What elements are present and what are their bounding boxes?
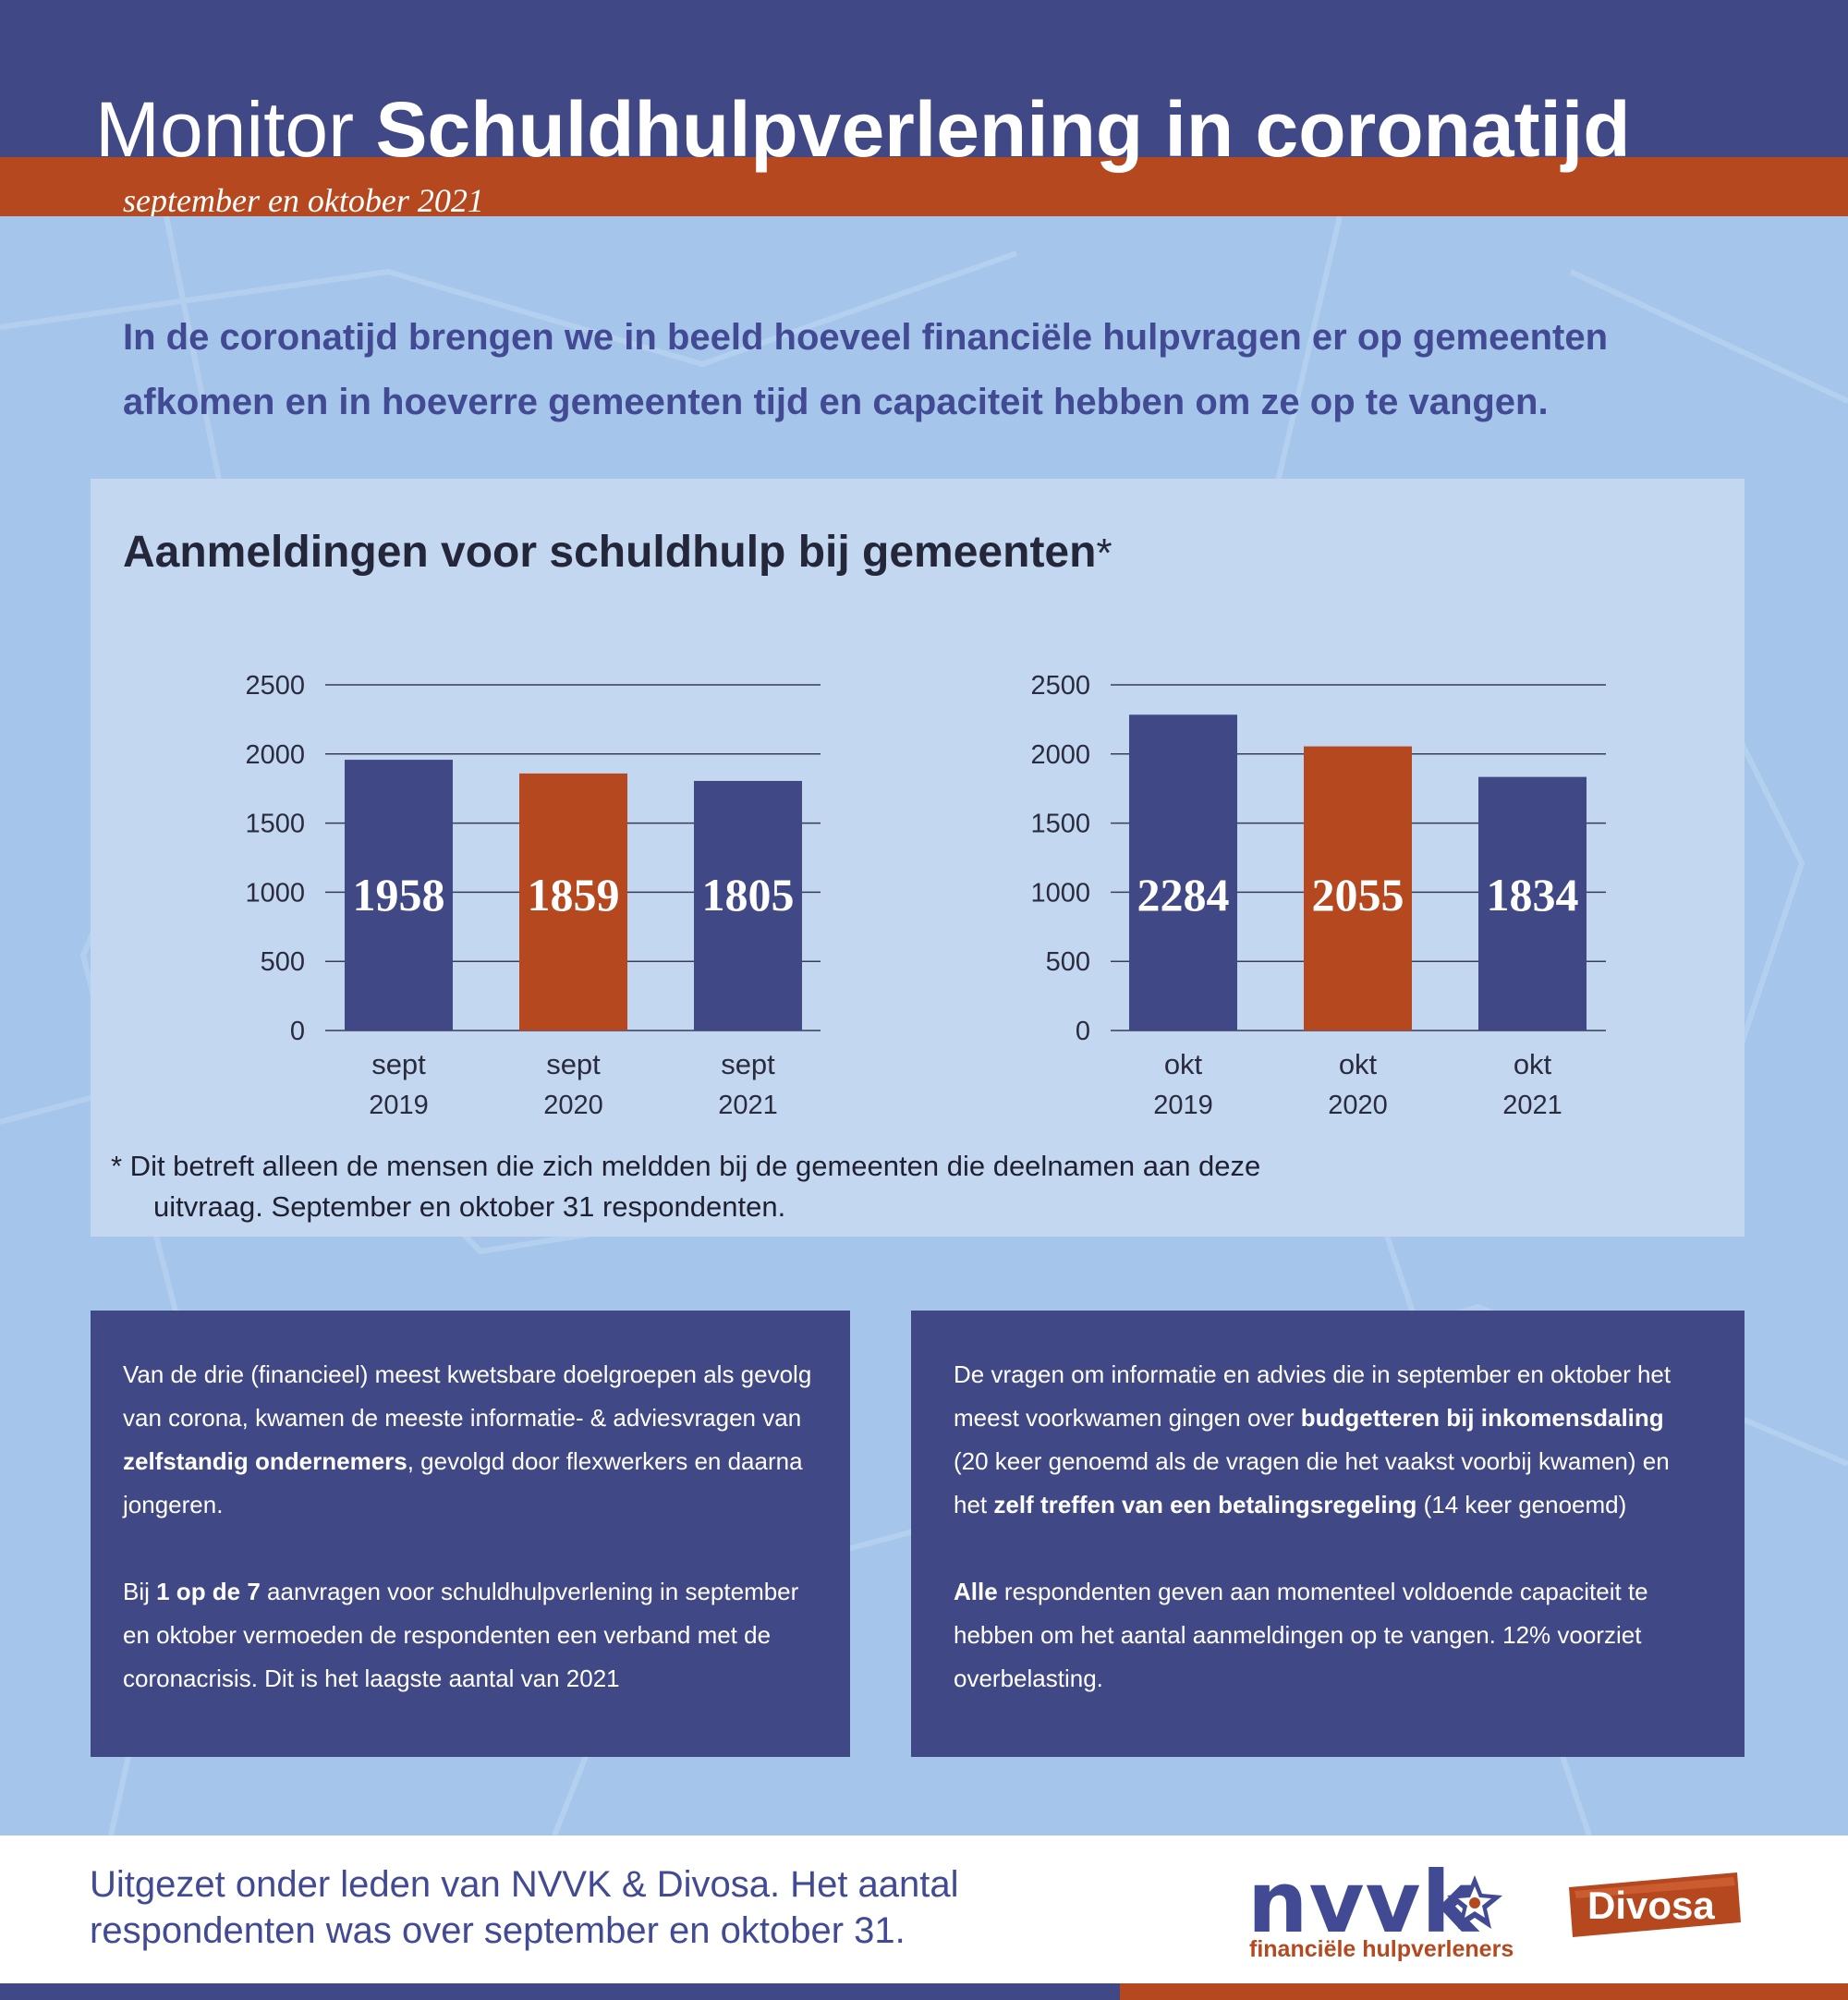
info-left-p1-text: Van de drie (financieel) meest kwetsbare… [123, 1360, 812, 1432]
x-tick-label: okt [1339, 1048, 1378, 1080]
nvvk-logo-tagline: financiële hulpverleners [1249, 1936, 1514, 1962]
title-bold: Schuldhulpverlening in coronatijd [375, 86, 1631, 173]
header-band [0, 0, 1848, 157]
nvvk-logo: nvvk financiële hulpverleners [1247, 1853, 1514, 1964]
x-tick-label-year: 2019 [1153, 1091, 1213, 1120]
x-tick-label: okt [1514, 1048, 1552, 1080]
header-accent-band [0, 157, 1848, 216]
info-left-p2-highlight: 1 op de 7 [156, 1578, 261, 1605]
bar [345, 760, 453, 1030]
x-tick-label-year: 2021 [1502, 1091, 1562, 1120]
footnote-line-1: * Dit betreft alleen de mensen die zich … [111, 1150, 1261, 1182]
x-tick-label: sept [546, 1048, 601, 1080]
info-right-paragraph-2: Alle respondenten geven aan momenteel vo… [954, 1570, 1702, 1701]
info-right-paragraph-1: De vragen om informatie en advies die in… [954, 1353, 1702, 1527]
bar [519, 773, 627, 1030]
footer-text: Uitgezet onder leden van NVVK & Divosa. … [90, 1864, 959, 1951]
info-box-left: Van de drie (financieel) meest kwetsbare… [91, 1311, 850, 1757]
x-tick-label-year: 2020 [543, 1091, 603, 1120]
y-tick-label: 2000 [245, 740, 305, 770]
info-left-paragraph-1: Van de drie (financieel) meest kwetsbare… [123, 1353, 818, 1527]
y-tick-label: 500 [261, 947, 305, 977]
bar-value-label: 1805 [702, 869, 795, 921]
bar-value-label: 1834 [1487, 869, 1579, 921]
x-tick-label: okt [1164, 1048, 1203, 1080]
page-subtitle: september en oktober 2021 [123, 182, 484, 219]
info-right-p2-rest: respondenten geven aan momenteel voldoen… [954, 1578, 1648, 1692]
info-right-p1-rest: (14 keer genoemd) [1416, 1491, 1627, 1518]
info-left-p1-rest: , gevolgd door flexwerkers en daarna jon… [123, 1447, 803, 1518]
info-left-p2-rest: aanvragen voor schuldhulpverlening in se… [123, 1578, 799, 1692]
nvvk-logo-word: nvvk [1247, 1853, 1479, 1952]
y-tick-label: 2500 [1030, 671, 1090, 701]
info-right-p2-highlight: Alle [954, 1578, 998, 1605]
bar [694, 780, 802, 1030]
y-tick-label: 0 [290, 1017, 305, 1046]
x-tick-label-year: 2021 [718, 1091, 778, 1120]
info-left-p1-highlight: zelfstandig ondernemers [123, 1447, 407, 1475]
title-light: Monitor [95, 86, 355, 173]
y-tick-label: 1000 [245, 878, 305, 908]
footnote-line-2: uitvraag. September en oktober 31 respon… [153, 1190, 786, 1223]
chart-title: Aanmeldingen voor schuldhulp bij gemeent… [123, 527, 1112, 578]
y-tick-label: 1500 [1030, 810, 1090, 839]
page-title: Monitor Schuldhulpverlening in coronatij… [95, 85, 1631, 175]
info-right-p1-middle: (20 keer genoemd als de vragen die het v… [954, 1447, 1670, 1518]
chart-title-text: Aanmeldingen voor schuldhulp bij gemeent… [123, 528, 1097, 577]
x-tick-label-year: 2020 [1328, 1091, 1388, 1120]
footer [0, 1835, 1848, 1983]
bar-value-label: 2284 [1137, 869, 1230, 921]
x-tick-label-year: 2019 [369, 1091, 429, 1120]
bar [1304, 746, 1412, 1030]
info-left-p2-text: Bij [123, 1578, 157, 1605]
info-right-p1-highlight-2: zelf treffen van een betalingsregeling [993, 1491, 1417, 1518]
x-tick-label: sept [371, 1048, 426, 1080]
bottom-stripe-blue [0, 1983, 1120, 2000]
intro-text: In de coronatijd brengen we in beeld hoe… [123, 317, 1609, 422]
y-tick-label: 0 [1076, 1017, 1090, 1046]
bar [1478, 776, 1587, 1030]
y-tick-label: 2000 [1030, 740, 1090, 770]
divosa-logo-shape [1569, 1872, 1741, 1937]
y-tick-label: 2500 [245, 671, 305, 701]
bar-value-label: 1958 [353, 869, 445, 921]
info-right-p1-highlight-1: budgetteren bij inkomensdaling [1300, 1404, 1664, 1432]
chart-footnote: * Dit betreft alleen de mensen die zich … [111, 1146, 1404, 1227]
bar-value-label: 2055 [1312, 869, 1404, 921]
y-tick-label: 1000 [1030, 878, 1090, 908]
divosa-logo: Divosa [1562, 1867, 1746, 1941]
y-tick-label: 1500 [245, 810, 305, 839]
info-left-paragraph-2: Bij 1 op de 7 aanvragen voor schuldhulpv… [123, 1570, 818, 1701]
bar [1129, 714, 1237, 1030]
y-tick-label: 500 [1046, 947, 1090, 977]
bar-value-label: 1859 [528, 869, 620, 921]
nvvk-star-icon [1447, 1875, 1502, 1929]
info-box-right: De vragen om informatie en advies die in… [911, 1311, 1745, 1757]
x-tick-label: sept [721, 1048, 775, 1080]
divosa-logo-word: Divosa [1587, 1884, 1715, 1927]
info-right-p1-text: De vragen om informatie en advies die in… [954, 1360, 1672, 1432]
chart-title-mark: * [1096, 530, 1112, 576]
bottom-stripe-orange [1120, 1983, 1848, 2000]
